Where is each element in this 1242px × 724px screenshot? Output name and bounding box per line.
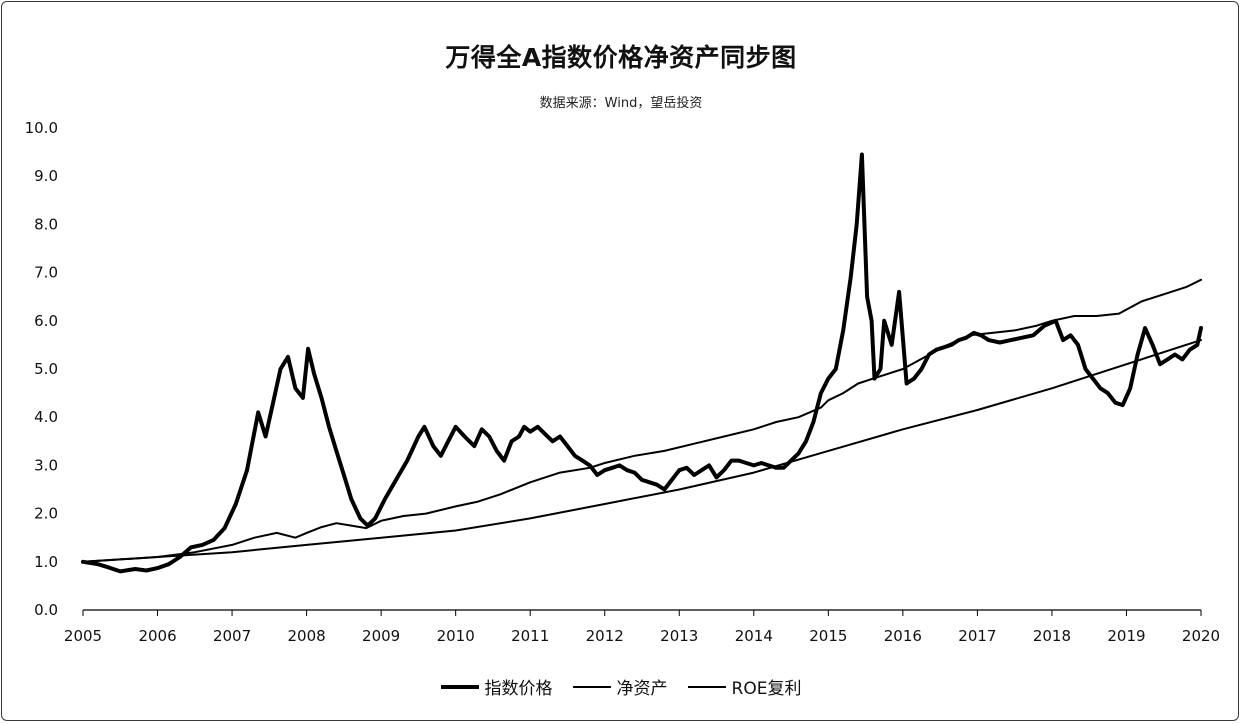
x-tick-label: 2009 [362, 627, 400, 645]
x-tick-label: 2011 [511, 627, 549, 645]
legend-item-roe-compound: ROE复利 [687, 674, 802, 699]
x-tick-label: 2008 [288, 627, 326, 645]
legend-swatch-net-assets [572, 685, 611, 688]
x-tick-label: 2020 [1182, 627, 1220, 645]
y-tick-label: 2.0 [34, 505, 58, 523]
x-tick-label: 2015 [809, 627, 847, 645]
legend: 指数价格 净资产 ROE复利 [0, 674, 1242, 699]
legend-swatch-roe-compound [687, 685, 726, 688]
x-tick-label: 2019 [1107, 627, 1145, 645]
x-tick-label: 2014 [735, 627, 773, 645]
x-tick-label: 2012 [586, 627, 624, 645]
x-tick-label: 2013 [660, 627, 698, 645]
x-tick-label: 2006 [138, 627, 176, 645]
y-tick-label: 7.0 [34, 264, 58, 282]
y-tick-label: 10.0 [25, 119, 58, 137]
legend-item-net-assets: 净资产 [572, 674, 668, 699]
legend-item-index-price: 指数价格 [440, 674, 553, 699]
legend-label-net-assets: 净资产 [616, 679, 668, 699]
x-tick-label: 2010 [437, 627, 475, 645]
x-tick-label: 2017 [958, 627, 996, 645]
series-line-roe-compound [82, 339, 1202, 563]
x-tick-label: 2016 [884, 627, 922, 645]
y-tick-label: 5.0 [34, 360, 58, 378]
series-layer [81, 152, 1203, 574]
series-line-index-price [81, 152, 1203, 574]
y-tick-label: 8.0 [34, 215, 58, 233]
x-tick-label: 2007 [213, 627, 251, 645]
axes: 2005 2006 2007 2008 2009 2010 2011 2012 2013 2014… [25, 119, 1221, 645]
chart-subtitle: 数据来源：Wind，望岳投资 [539, 96, 703, 111]
y-tick-label: 6.0 [34, 312, 58, 330]
legend-label-roe-compound: ROE复利 [731, 679, 802, 699]
y-tick-label: 0.0 [34, 601, 58, 619]
y-tick-label: 4.0 [34, 408, 58, 426]
y-tick-label: 3.0 [34, 456, 58, 474]
y-tick-label: 9.0 [34, 167, 58, 185]
series-line-net-assets [82, 278, 1202, 563]
legend-label-index-price: 指数价格 [484, 679, 553, 699]
x-tick-label: 2005 [64, 627, 102, 645]
chart-title: 万得全A指数价格净资产同步图 [445, 43, 797, 72]
x-tick-label: 2018 [1033, 627, 1071, 645]
legend-swatch-index-price [440, 684, 479, 689]
y-tick-label: 1.0 [34, 553, 58, 571]
